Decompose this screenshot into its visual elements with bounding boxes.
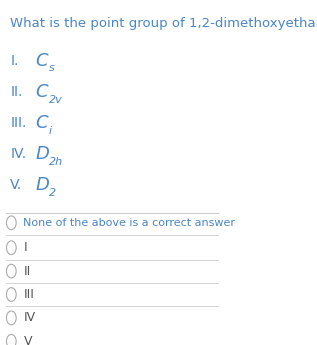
- Text: II.: II.: [10, 85, 23, 99]
- Text: IV.: IV.: [10, 147, 26, 161]
- Text: III.: III.: [10, 116, 27, 130]
- Text: V: V: [23, 335, 32, 345]
- Text: 2h: 2h: [49, 157, 63, 167]
- Text: s: s: [49, 63, 55, 73]
- Text: C: C: [36, 114, 48, 132]
- Text: None of the above is a correct answer: None of the above is a correct answer: [23, 218, 236, 228]
- Text: IV: IV: [23, 312, 36, 324]
- Text: C: C: [36, 52, 48, 70]
- Text: C: C: [36, 83, 48, 101]
- Text: What is the point group of 1,2-dimethoxyethane?: What is the point group of 1,2-dimethoxy…: [10, 17, 317, 30]
- Text: 2v: 2v: [49, 95, 63, 105]
- Text: i: i: [49, 126, 52, 136]
- Text: I: I: [23, 241, 27, 254]
- Text: 2: 2: [49, 188, 56, 198]
- Text: V.: V.: [10, 178, 22, 193]
- Text: D: D: [36, 145, 49, 163]
- Text: I.: I.: [10, 53, 19, 68]
- Text: II: II: [23, 265, 31, 278]
- Text: D: D: [36, 176, 49, 194]
- Text: III: III: [23, 288, 34, 301]
